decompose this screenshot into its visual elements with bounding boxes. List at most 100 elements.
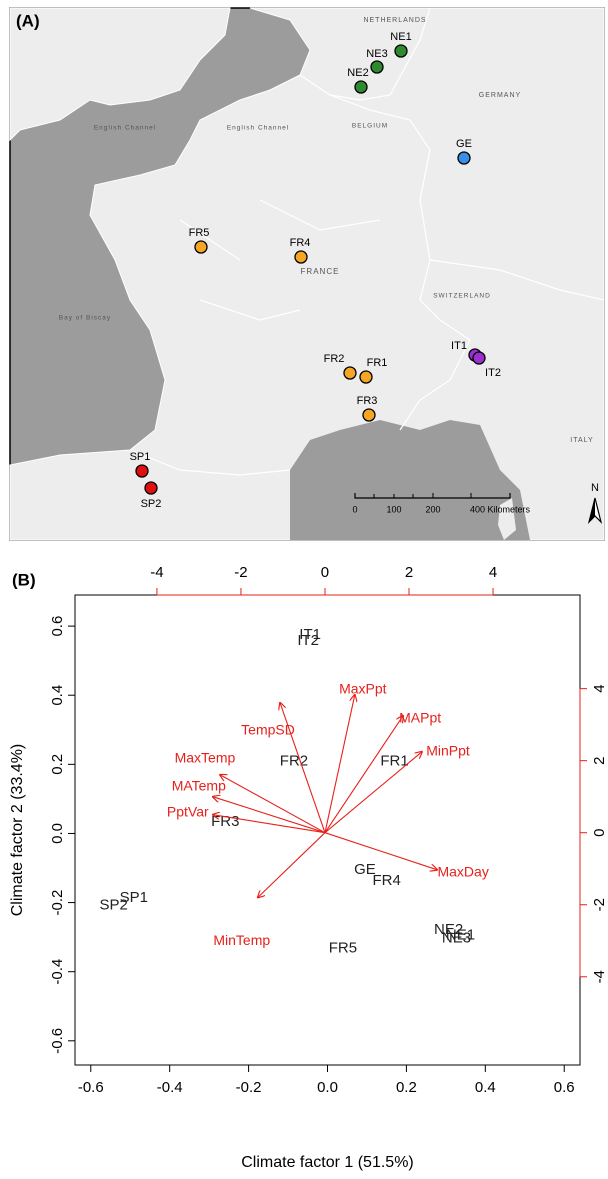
site-marker [394, 44, 408, 58]
loading-label: MaxTemp [175, 749, 236, 765]
loading-arrow [324, 716, 403, 834]
y-tick-label: -0.2 [49, 890, 66, 916]
site-marker [144, 481, 158, 495]
loading-label: MinPpt [426, 742, 470, 758]
panel-label: (B) [12, 570, 36, 589]
point-label: IT1 [299, 626, 321, 643]
x-tick-label: 0.6 [554, 1079, 575, 1096]
site-marker [343, 366, 357, 380]
point-label: FR1 [380, 753, 408, 770]
point-label: FR2 [280, 753, 308, 770]
place-name: NETHERLANDS [363, 17, 426, 24]
x-tick-label: -0.6 [78, 1079, 104, 1096]
map-borders [129, 7, 605, 476]
site-marker [472, 351, 486, 365]
site-marker [457, 151, 471, 165]
y2-tick-label: 0 [591, 829, 608, 837]
y-tick-label: -0.6 [49, 1028, 66, 1054]
scale-label: 200 [425, 504, 440, 514]
y2-tick-label: 2 [591, 756, 608, 764]
place-name: English Channel [94, 125, 156, 132]
loading-arrow [213, 797, 326, 834]
site-label: NE3 [366, 48, 387, 60]
site-label: FR2 [324, 353, 345, 365]
loading-label: MaxDay [437, 864, 488, 880]
loading-arrow [280, 703, 326, 833]
point-label: FR5 [329, 940, 357, 957]
site-label: FR4 [290, 237, 311, 249]
y-tick-label: 0.0 [49, 823, 66, 844]
map-land-corsica [498, 498, 516, 540]
site-marker [359, 370, 373, 384]
x-tick-label: -0.2 [236, 1079, 262, 1096]
site-marker [135, 464, 149, 478]
y2-tick-label: 4 [591, 684, 608, 692]
site-label: GE [456, 138, 472, 150]
map-land-uk [9, 7, 231, 142]
site-label: NE1 [390, 31, 411, 43]
site-label: FR3 [357, 395, 378, 407]
site-label: FR5 [189, 227, 210, 239]
site-label: SP2 [141, 498, 162, 510]
site-marker [194, 240, 208, 254]
y-tick-label: -0.4 [49, 959, 66, 985]
x2-tick-label: 4 [489, 564, 497, 581]
point-label: GE [354, 861, 376, 878]
loading-arrow [213, 815, 326, 834]
site-label: IT1 [451, 340, 467, 352]
loading-label: MATemp [172, 777, 226, 793]
loading-label: TempSD [241, 721, 295, 737]
point-label: NE1 [446, 926, 475, 943]
x2-tick-label: 0 [321, 564, 329, 581]
x-tick-label: -0.4 [157, 1079, 183, 1096]
place-name: SWITZERLAND [433, 293, 491, 300]
y-tick-label: 0.2 [49, 754, 66, 775]
place-name: ITALY [570, 437, 593, 444]
site-label: NE2 [347, 67, 368, 79]
site-label: FR1 [367, 357, 388, 369]
place-name: Bay of Biscay [59, 315, 111, 322]
loading-label: MinTemp [213, 932, 270, 948]
point-label: IT2 [297, 632, 319, 649]
scale-bar-ticks [373, 493, 472, 498]
x2-tick-label: 2 [405, 564, 413, 581]
scale-label: 100 [386, 504, 401, 514]
x-axis-label: Climate factor 1 (51.5%) [241, 1154, 414, 1171]
north-label: N [591, 482, 599, 494]
loading-label: PptVar [167, 803, 209, 819]
site-marker [294, 250, 308, 264]
y2-tick-label: -2 [591, 898, 608, 911]
x-tick-label: 0.4 [475, 1079, 496, 1096]
point-label: NE2 [434, 921, 463, 938]
loading-arrow [324, 752, 422, 834]
site-label: SP1 [130, 451, 151, 463]
y-tick-label: 0.4 [49, 685, 66, 706]
point-label: SP2 [99, 896, 127, 913]
scale-label: 400 Kilometers [470, 504, 531, 514]
place-name: GERMANY [479, 92, 521, 99]
north-arrow [589, 498, 595, 522]
point-label: FR4 [373, 872, 401, 889]
x2-tick-label: -2 [234, 564, 247, 581]
place-name: BELGIUM [352, 123, 388, 130]
x-tick-label: 0.2 [396, 1079, 417, 1096]
x2-tick-label: -4 [150, 564, 163, 581]
y2-tick-label: -4 [591, 970, 608, 983]
point-label: SP1 [120, 889, 148, 906]
loading-label: MaxPpt [339, 680, 387, 696]
y-axis-label: Climate factor 2 (33.4%) [9, 744, 26, 917]
map-sea-med [290, 420, 530, 540]
x-tick-label: 0.0 [317, 1079, 338, 1096]
site-label: IT2 [485, 367, 501, 379]
loading-arrow [258, 832, 326, 898]
loading-label: MAPpt [399, 709, 441, 725]
site-marker [362, 408, 376, 422]
place-name: FRANCE [301, 267, 340, 276]
place-name: English Channel [227, 125, 289, 132]
site-marker [354, 80, 368, 94]
map-land [9, 7, 605, 541]
site-marker [370, 60, 384, 74]
scale-label: 0 [352, 504, 357, 514]
